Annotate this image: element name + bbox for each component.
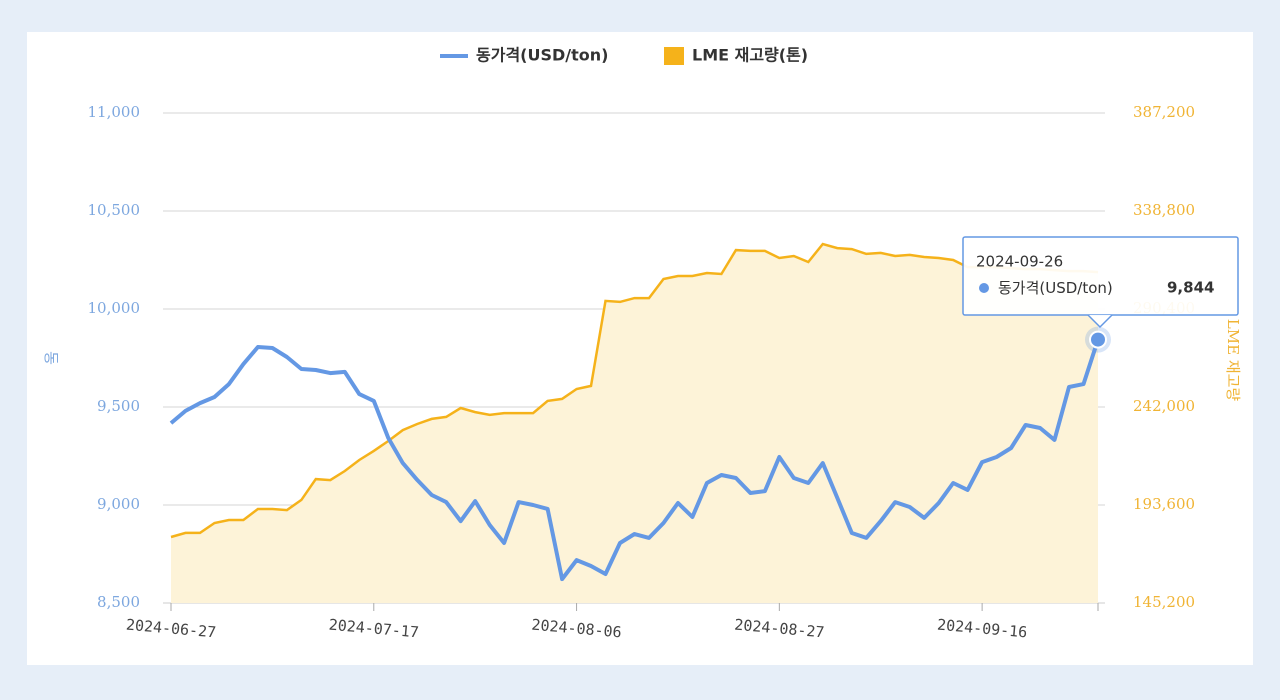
y-tick-label: 10,000 [88, 299, 141, 317]
y-tick-label: 9,000 [97, 495, 140, 513]
tooltip-pointer [1087, 314, 1113, 329]
tooltip-series-name: 동가격(USD/ton) [998, 279, 1113, 297]
tooltip-date: 2024-09-26 [976, 253, 1063, 271]
point [1089, 330, 1107, 349]
y2-axis-title: LME 재고량 [1224, 319, 1242, 402]
tooltip-value: 9,844 [1167, 279, 1214, 297]
y-tick-label: 9,500 [97, 397, 140, 415]
legend: 동가격(USD/ton) LME 재고량(톤) [440, 46, 808, 65]
tooltip-box [962, 236, 1239, 316]
y-tick-label: 11,000 [88, 103, 141, 121]
tooltip-dot [979, 283, 989, 293]
y-axis-title: 동 [42, 351, 60, 365]
plot: 8,500 9,000 9,500 10,000 10,500 11,000 145,200… [88, 103, 1196, 641]
y-tick-label: 8,500 [97, 593, 140, 611]
line [169, 338, 1100, 582]
y2-tick-label: 387,200 [1133, 103, 1195, 121]
y2-tick-label: 145,200 [1133, 593, 1195, 611]
legend-swatch [664, 47, 684, 65]
tooltip-series: 동가격(USD/ton) [998, 279, 1113, 297]
legend-label: LME 재고량(톤) [692, 46, 808, 65]
line [170, 242, 1099, 539]
y2-tick-label: 193,600 [1133, 495, 1195, 513]
area [171, 244, 1098, 603]
y2-tick-label: 242,000 [1133, 397, 1195, 415]
y-tick-label: 10,500 [88, 201, 141, 219]
y2-tick-label: 338,800 [1133, 201, 1195, 219]
legend-label: 동가격(USD/ton) [476, 46, 608, 65]
tooltip: 2024-09-26 동가격(USD/ton) 9,844 [962, 236, 1239, 329]
